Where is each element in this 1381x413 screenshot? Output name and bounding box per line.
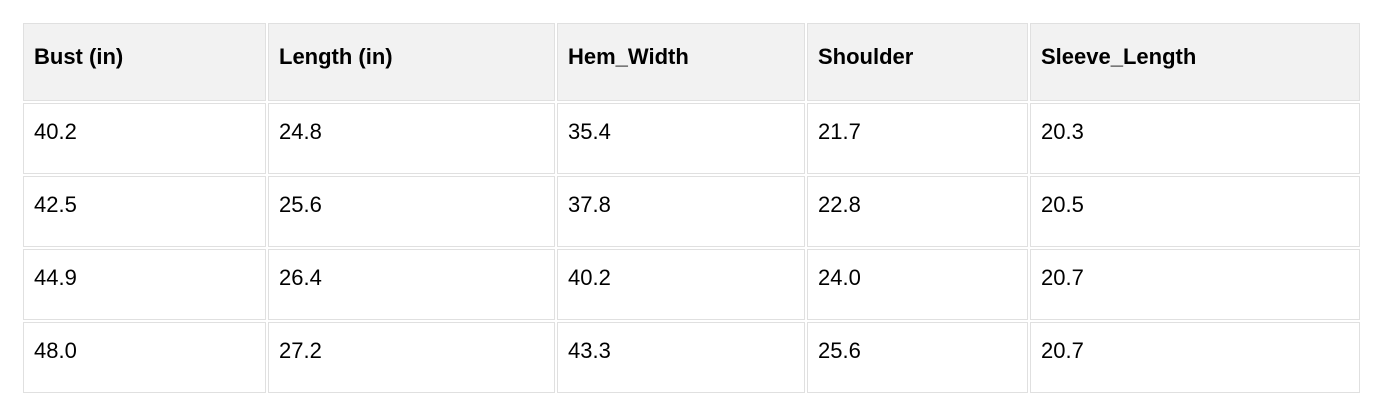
table-cell: 43.3 [557,322,805,393]
table-cell: 25.6 [268,176,555,247]
table-cell: 35.4 [557,103,805,174]
column-header-length: Length (in) [268,23,555,101]
table-cell: 20.7 [1030,322,1360,393]
table-cell: 21.7 [807,103,1028,174]
column-header-hem-width: Hem_Width [557,23,805,101]
measurements-table: Bust (in) Length (in) Hem_Width Shoulder… [21,21,1362,395]
column-header-sleeve-length: Sleeve_Length [1030,23,1360,101]
table-header: Bust (in) Length (in) Hem_Width Shoulder… [23,23,1360,101]
table-row: 42.5 25.6 37.8 22.8 20.5 [23,176,1360,247]
column-header-bust: Bust (in) [23,23,266,101]
table-cell: 40.2 [23,103,266,174]
table-cell: 20.5 [1030,176,1360,247]
table-body: 40.2 24.8 35.4 21.7 20.3 42.5 25.6 37.8 … [23,103,1360,393]
table-row: 48.0 27.2 43.3 25.6 20.7 [23,322,1360,393]
table-cell: 40.2 [557,249,805,320]
table-cell: 20.7 [1030,249,1360,320]
table-cell: 25.6 [807,322,1028,393]
table-cell: 22.8 [807,176,1028,247]
table-cell: 42.5 [23,176,266,247]
header-row: Bust (in) Length (in) Hem_Width Shoulder… [23,23,1360,101]
table-row: 44.9 26.4 40.2 24.0 20.7 [23,249,1360,320]
table-cell: 24.0 [807,249,1028,320]
table-cell: 27.2 [268,322,555,393]
table-cell: 26.4 [268,249,555,320]
table-row: 40.2 24.8 35.4 21.7 20.3 [23,103,1360,174]
table-cell: 20.3 [1030,103,1360,174]
table-cell: 24.8 [268,103,555,174]
table-cell: 37.8 [557,176,805,247]
table-cell: 48.0 [23,322,266,393]
column-header-shoulder: Shoulder [807,23,1028,101]
table-cell: 44.9 [23,249,266,320]
